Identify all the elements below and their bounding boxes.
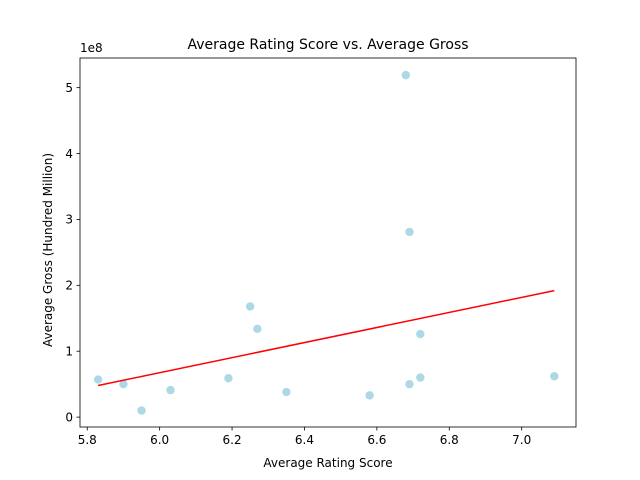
scatter-point — [119, 379, 128, 389]
x-axis-label: Average Rating Score — [263, 456, 392, 470]
y-tick-label: 2 — [65, 279, 73, 293]
scatter-point — [365, 391, 374, 400]
scatter-point — [416, 329, 425, 339]
scatter-point — [245, 302, 255, 311]
x-tick-label: 5.8 — [78, 433, 97, 447]
x-tick-label: 6.2 — [223, 433, 242, 447]
scatter-point — [550, 372, 559, 381]
y-axis-label: Average Gross (Hundred Million) — [41, 153, 55, 347]
scatter-point — [405, 227, 414, 237]
x-tick-label: 7.0 — [512, 433, 531, 447]
chart-title: Average Rating Score vs. Average Gross — [187, 37, 468, 53]
scatter-point — [93, 375, 103, 384]
y-tick-label: 3 — [65, 213, 73, 227]
scatter-point — [405, 379, 414, 389]
scatter-point — [166, 385, 175, 395]
x-tick-label: 6.4 — [295, 433, 314, 447]
axes-frame — [79, 57, 577, 428]
scatter-point — [416, 373, 425, 382]
y-tick-label: 4 — [65, 147, 73, 161]
scatter-point — [282, 387, 291, 397]
y-tick-label: 1 — [65, 345, 73, 359]
trend-line — [97, 289, 555, 387]
plot-area: 5.8 6.0 6.2 6.4 6.6 6.8 7.0 0 1 2 3 4 5 — [65, 57, 577, 447]
y-offset-label: 1e8 — [80, 41, 103, 55]
x-tick-label: 6.6 — [367, 433, 386, 447]
scatter-point — [137, 406, 146, 415]
scatter-point — [224, 374, 233, 383]
scatter-point — [253, 324, 262, 334]
y-tick-label: 5 — [65, 81, 73, 95]
x-tick-label: 6.0 — [150, 433, 169, 447]
x-tick-label: 6.8 — [440, 433, 459, 447]
scatter-point — [401, 70, 411, 80]
y-tick-label: 0 — [65, 410, 73, 424]
